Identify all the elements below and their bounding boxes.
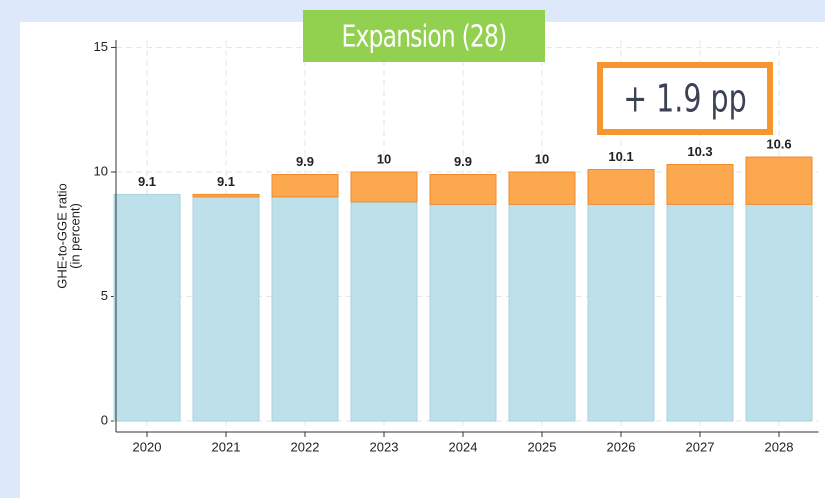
- annotation-box: [597, 62, 773, 135]
- x-tick-label: 2021: [212, 439, 241, 454]
- bar-segment: [192, 196, 260, 422]
- data-label: 10.1: [608, 149, 633, 164]
- x-tick-label: 2020: [133, 439, 162, 454]
- bar-segment: [508, 203, 576, 422]
- bar-segment: [429, 203, 497, 422]
- data-label: 10: [377, 151, 391, 166]
- plot-area: 0 5 10 15 9.1 2020 9.1 2021 9.9 2022 10 2023 9.9 2024…: [94, 39, 819, 454]
- x-tick-label: 2024: [449, 439, 478, 454]
- bar-segment: [745, 156, 813, 205]
- data-label: 9.9: [296, 154, 314, 169]
- bar-segment: [587, 169, 655, 205]
- data-label: 9.9: [454, 154, 472, 169]
- x-tick-label: 2023: [370, 439, 399, 454]
- data-label: 10: [535, 151, 549, 166]
- annotation: Expansion (28): [342, 20, 507, 55]
- y-tick-label: 5: [101, 288, 108, 303]
- bar-segment: [350, 171, 418, 203]
- annotation-box: [303, 10, 545, 62]
- x-tick-label: 2022: [291, 439, 320, 454]
- x-tick-label: 2028: [765, 439, 794, 454]
- bar-segment: [508, 171, 576, 205]
- x-tick-label: 2025: [528, 439, 557, 454]
- y-tick-label: 0: [101, 412, 108, 427]
- bar-segment: [429, 173, 497, 205]
- y-axis-label: GHE-to-GGE ratio: [54, 183, 69, 288]
- y-tick-label: 10: [94, 163, 108, 178]
- bar-segment: [192, 193, 260, 198]
- data-label: 10.6: [766, 136, 791, 151]
- bar-segment: [745, 203, 813, 422]
- bar-segment: [271, 173, 339, 198]
- bar-segment: [113, 193, 181, 422]
- bar-segment: [350, 201, 418, 422]
- y-tick-label: 15: [94, 39, 108, 54]
- x-tick-label: 2027: [686, 439, 715, 454]
- bar-segment: [666, 164, 734, 205]
- annotation: + 1.9 pp: [623, 77, 746, 121]
- data-label: 10.3: [687, 144, 712, 159]
- bar-segment: [666, 203, 734, 422]
- y-axis-label: (in percent): [67, 203, 82, 269]
- data-label: 9.1: [217, 174, 235, 189]
- data-label: 9.1: [138, 174, 156, 189]
- bar-segment: [587, 203, 655, 422]
- x-tick-label: 2026: [607, 439, 636, 454]
- bar-segment: [271, 196, 339, 422]
